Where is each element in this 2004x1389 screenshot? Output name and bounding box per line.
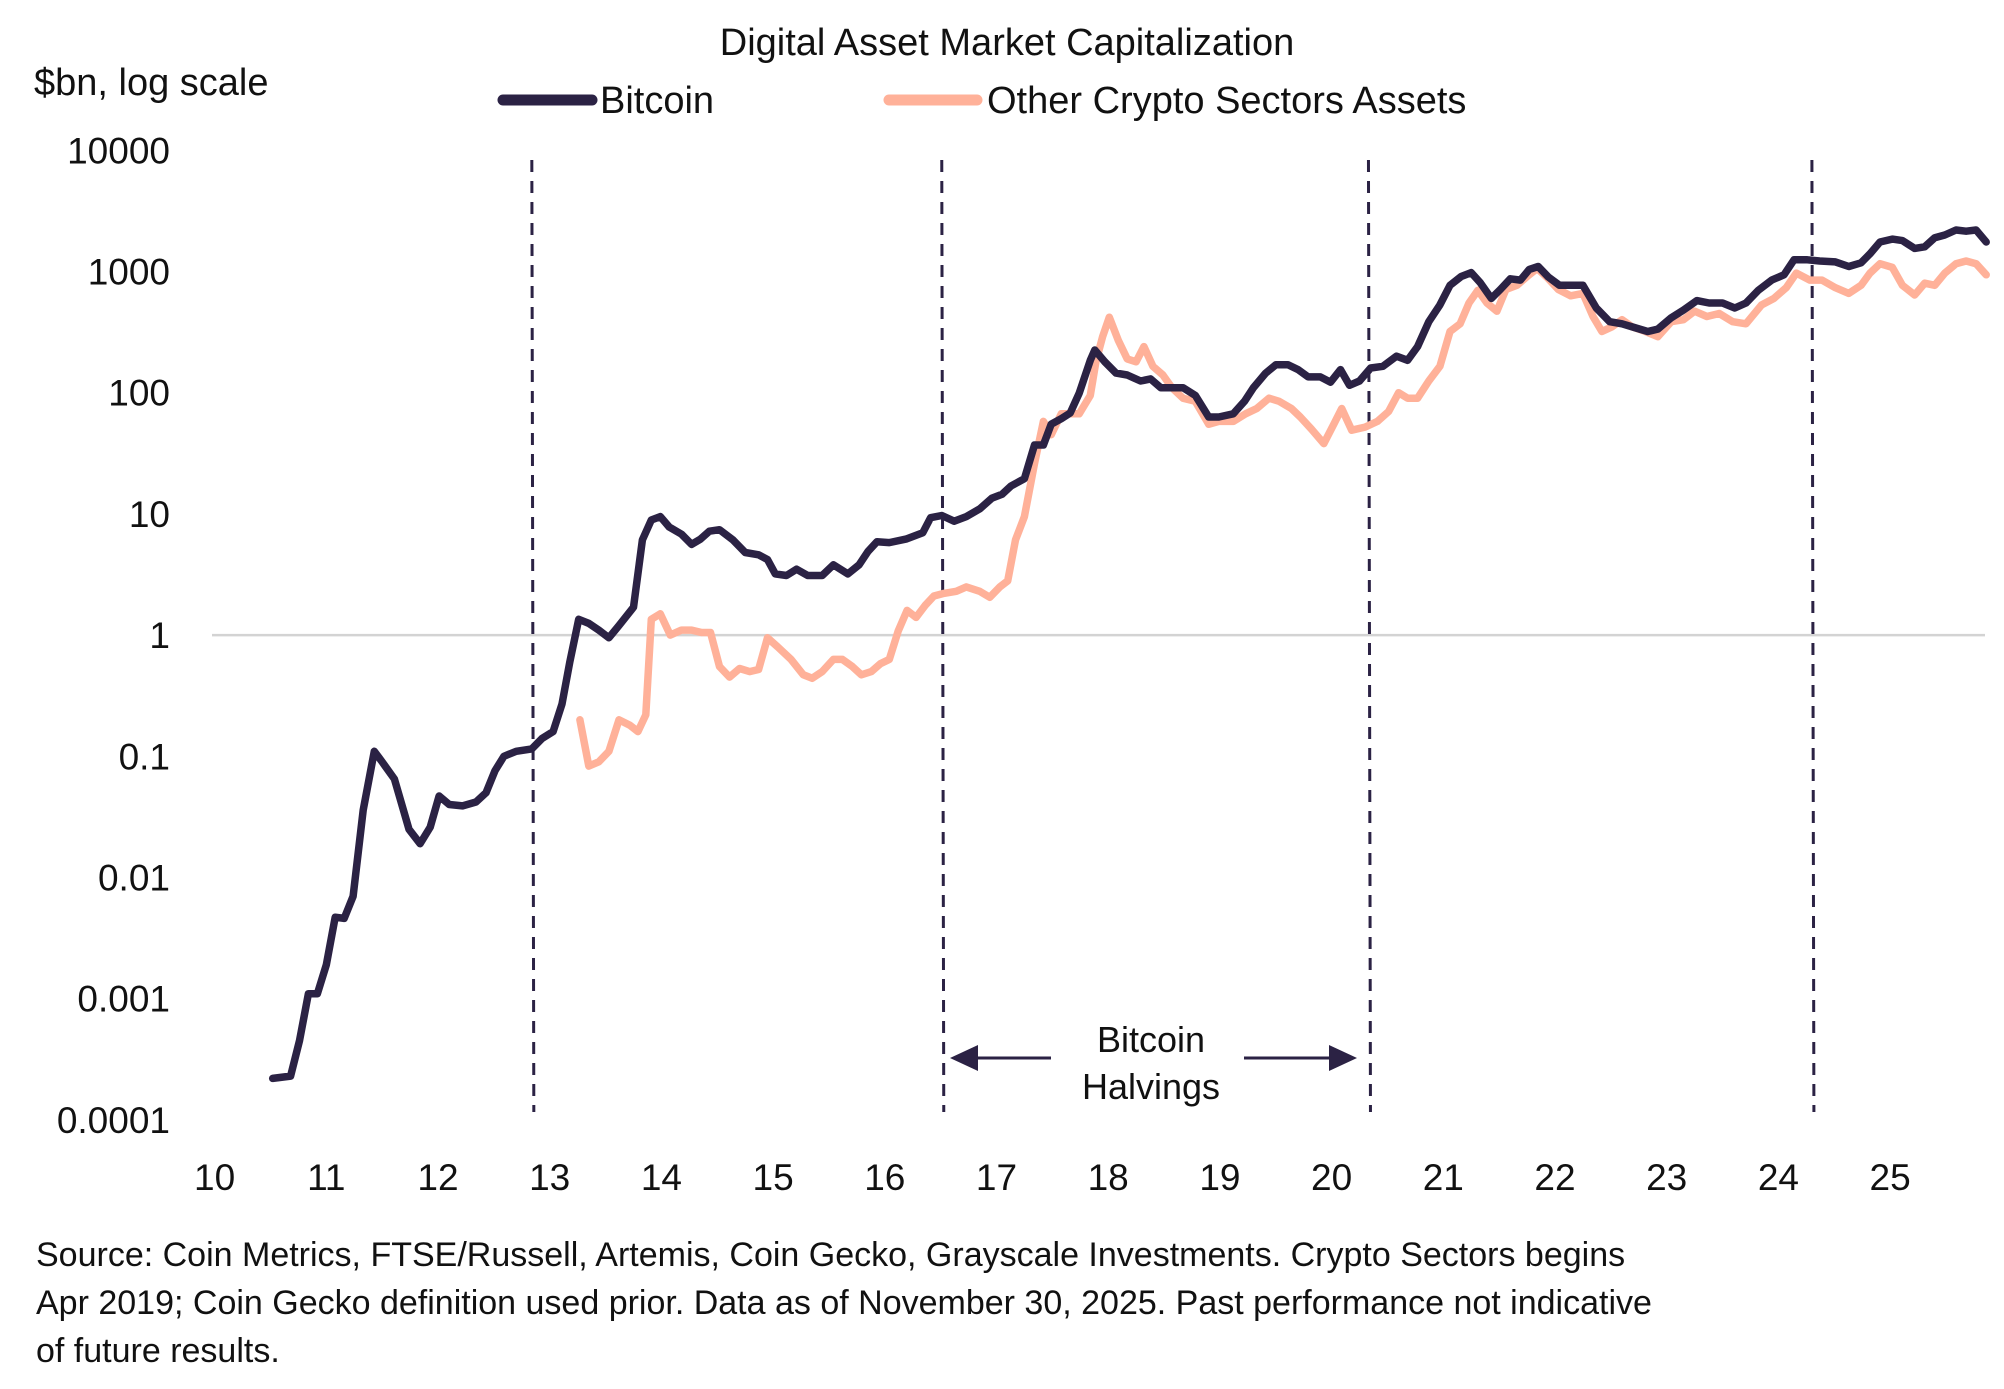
arrow-right-icon [1329,1045,1357,1071]
x-tick-label: 18 [1088,1157,1129,1198]
y-axis-label: $bn, log scale [34,62,269,104]
x-tick-label: 24 [1758,1157,1799,1198]
footer-line-1: Source: Coin Metrics, FTSE/Russell, Arte… [36,1236,1626,1274]
halving-line [1366,159,1372,1113]
y-tick-label: 100 [108,373,170,414]
footer-line-3: of future results. [36,1332,280,1370]
x-tick-label: 12 [417,1157,458,1198]
x-tick-label: 16 [864,1157,905,1198]
y-axis: 10000 1000 100 10 1 0.1 0.01 0.001 0.0001 [57,130,170,1141]
x-tick-label: 23 [1646,1157,1687,1198]
y-tick-label: 0.001 [77,979,170,1020]
x-axis: 10 11 12 13 14 15 16 17 18 19 20 21 22 23 24 25 [194,1157,1911,1198]
x-tick-label: 22 [1534,1157,1575,1198]
y-tick-label: 1000 [88,252,170,293]
x-tick-label: 13 [529,1157,570,1198]
x-tick-label: 14 [641,1157,682,1198]
halvings-annotation: Bitcoin Halvings [950,1019,1357,1107]
x-tick-label: 17 [976,1157,1017,1198]
x-tick-label: 20 [1311,1157,1352,1198]
x-tick-label: 10 [194,1157,235,1198]
other-crypto-line [576,257,1990,770]
x-tick-label: 19 [1199,1157,1240,1198]
y-tick-label: 10000 [67,130,170,171]
chart-title: Digital Asset Market Capitalization [720,22,1294,64]
footer-line-2: Apr 2019; Coin Gecko definition used pri… [36,1284,1652,1322]
x-tick-label: 25 [1870,1157,1911,1198]
legend: Bitcoin Other Crypto Sectors Assets [497,80,1466,122]
legend-label-bitcoin: Bitcoin [600,80,714,122]
halving-line [1810,159,1816,1113]
y-tick-label: 10 [129,494,170,535]
halving-lines [530,159,1816,1113]
y-tick-label: 0.01 [98,858,170,899]
series-lines [268,226,1990,1083]
halving-line [530,159,536,1113]
arrow-left-icon [950,1045,978,1071]
legend-label-other: Other Crypto Sectors Assets [987,80,1466,122]
x-tick-label: 15 [753,1157,794,1198]
x-tick-label: 11 [307,1157,345,1198]
annotation-line1: Bitcoin [1097,1019,1205,1060]
annotation-line2: Halvings [1082,1066,1220,1107]
y-tick-label: 1 [149,615,170,656]
halving-line [940,159,946,1113]
y-tick-label: 0.0001 [57,1100,170,1141]
bitcoin-line [268,226,1990,1083]
y-tick-label: 0.1 [119,736,170,777]
x-tick-label: 21 [1423,1157,1464,1198]
